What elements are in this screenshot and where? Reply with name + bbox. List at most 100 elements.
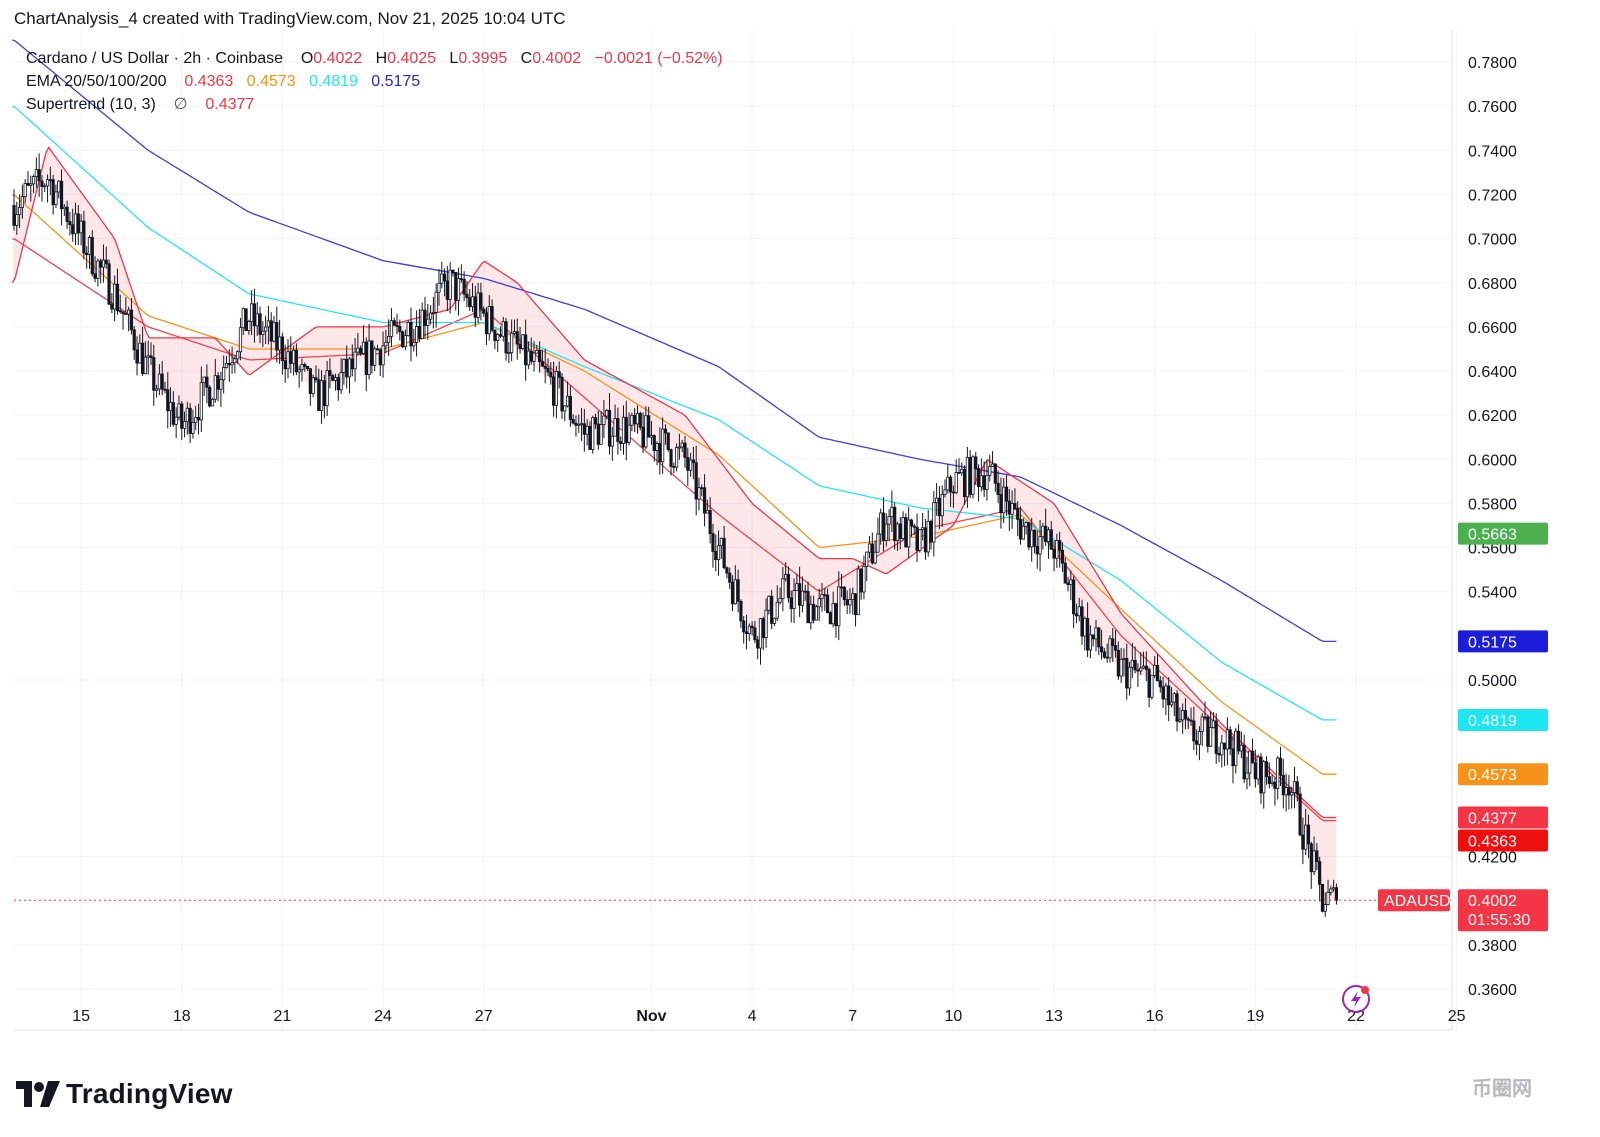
- candle: [935, 483, 939, 516]
- candle-body: [683, 442, 687, 458]
- price-tag-supertrend: 0.4377: [1458, 806, 1548, 829]
- candle: [275, 306, 279, 363]
- candle-body: [912, 525, 916, 528]
- candle-body: [551, 376, 556, 406]
- candle-body: [716, 545, 721, 561]
- candle-body: [244, 308, 248, 331]
- candle: [389, 308, 394, 348]
- candle: [336, 373, 340, 401]
- candle-body: [1044, 525, 1048, 542]
- candle-body: [208, 387, 212, 407]
- candle-body: [395, 324, 399, 327]
- candle-body: [758, 618, 763, 649]
- candle: [1108, 635, 1112, 663]
- candle-body: [166, 389, 170, 412]
- x-axis: 15 18 21 24 27 Nov 4 7 10 13 16 19 22 25: [72, 1008, 1465, 1025]
- candle: [602, 399, 606, 439]
- candle-body: [694, 462, 698, 500]
- candle-body: [143, 356, 148, 375]
- candle-body: [1136, 669, 1140, 672]
- candle: [1150, 674, 1154, 700]
- candle-body: [202, 376, 206, 384]
- candle: [264, 315, 268, 345]
- candle-body: [1242, 744, 1246, 780]
- candle-body: [191, 422, 195, 434]
- candle-body: [1318, 861, 1322, 885]
- candle: [1290, 786, 1294, 809]
- candle-body: [51, 179, 55, 206]
- candle: [387, 319, 391, 356]
- candle-body: [1267, 776, 1271, 784]
- candle-body: [870, 543, 874, 564]
- candle-body: [468, 297, 472, 308]
- candle: [932, 490, 936, 557]
- candle: [1032, 529, 1037, 554]
- symbol-name[interactable]: Cardano / US Dollar · 2h · Coinbase: [26, 50, 284, 67]
- candle: [1175, 690, 1179, 732]
- candle: [814, 604, 819, 621]
- candle: [381, 331, 385, 378]
- candle-body: [213, 375, 217, 400]
- legend-supertrend-row[interactable]: Supertrend (10, 3) ∅ 0.4377: [26, 93, 723, 116]
- tradingview-brand[interactable]: TradingView: [16, 1078, 233, 1110]
- candle: [968, 450, 972, 499]
- candle: [901, 511, 905, 541]
- candle-body: [378, 349, 382, 366]
- candle-body: [644, 415, 648, 448]
- candle: [40, 175, 44, 202]
- ema-200-line: [12, 39, 1337, 643]
- x-tick-label: 7: [848, 1008, 857, 1025]
- candle-body: [168, 402, 173, 412]
- alert-icon[interactable]: [1342, 985, 1370, 1013]
- x-tick-label: 27: [475, 1008, 493, 1025]
- candle-body: [1091, 634, 1095, 640]
- y-axis: 0.7800 0.7600 0.7400 0.7200 0.7000 0.6800 0.66…: [1468, 55, 1517, 999]
- candle-body: [635, 412, 640, 425]
- candle-body: [87, 237, 92, 255]
- candle-body: [1203, 716, 1207, 719]
- candle-body: [515, 331, 519, 345]
- candle: [417, 308, 421, 343]
- candle: [199, 366, 203, 432]
- candle-body: [1217, 753, 1221, 756]
- candle: [437, 268, 441, 306]
- candle-body: [529, 350, 533, 362]
- candle-body: [976, 467, 981, 488]
- candle: [1183, 698, 1188, 730]
- candle: [940, 485, 944, 528]
- candle: [17, 194, 22, 228]
- candle: [1144, 651, 1148, 682]
- candle-body: [1200, 716, 1204, 732]
- legend-ema-row[interactable]: EMA 20/50/100/200 0.4363 0.4573 0.4819 0…: [26, 70, 723, 93]
- candle: [666, 432, 670, 452]
- candle-body: [1130, 660, 1134, 668]
- candle: [34, 157, 38, 188]
- candle: [308, 368, 312, 406]
- candle: [772, 617, 777, 627]
- candle-body: [865, 551, 869, 567]
- candle: [1200, 713, 1204, 746]
- y-tick-label: 0.6200: [1468, 408, 1517, 425]
- candle-body: [873, 551, 877, 564]
- candle: [261, 321, 265, 348]
- candle: [691, 446, 695, 480]
- candle-body: [624, 416, 628, 443]
- supertrend-fill: [12, 147, 1337, 901]
- candle-body: [26, 182, 30, 186]
- candle-body: [269, 320, 273, 342]
- candle-body: [76, 213, 80, 234]
- hidden-icon[interactable]: ∅: [173, 96, 188, 113]
- candle-body: [1150, 674, 1154, 698]
- candle-body: [675, 447, 679, 468]
- candle-body: [1041, 525, 1045, 538]
- candle-body: [658, 443, 662, 463]
- candle: [929, 519, 933, 550]
- candle-body: [154, 388, 159, 391]
- candle: [247, 319, 251, 335]
- candle-body: [593, 417, 598, 425]
- candle-body: [915, 526, 919, 551]
- candle-body: [149, 355, 153, 358]
- candle-body: [588, 425, 592, 450]
- candle-body: [666, 432, 670, 451]
